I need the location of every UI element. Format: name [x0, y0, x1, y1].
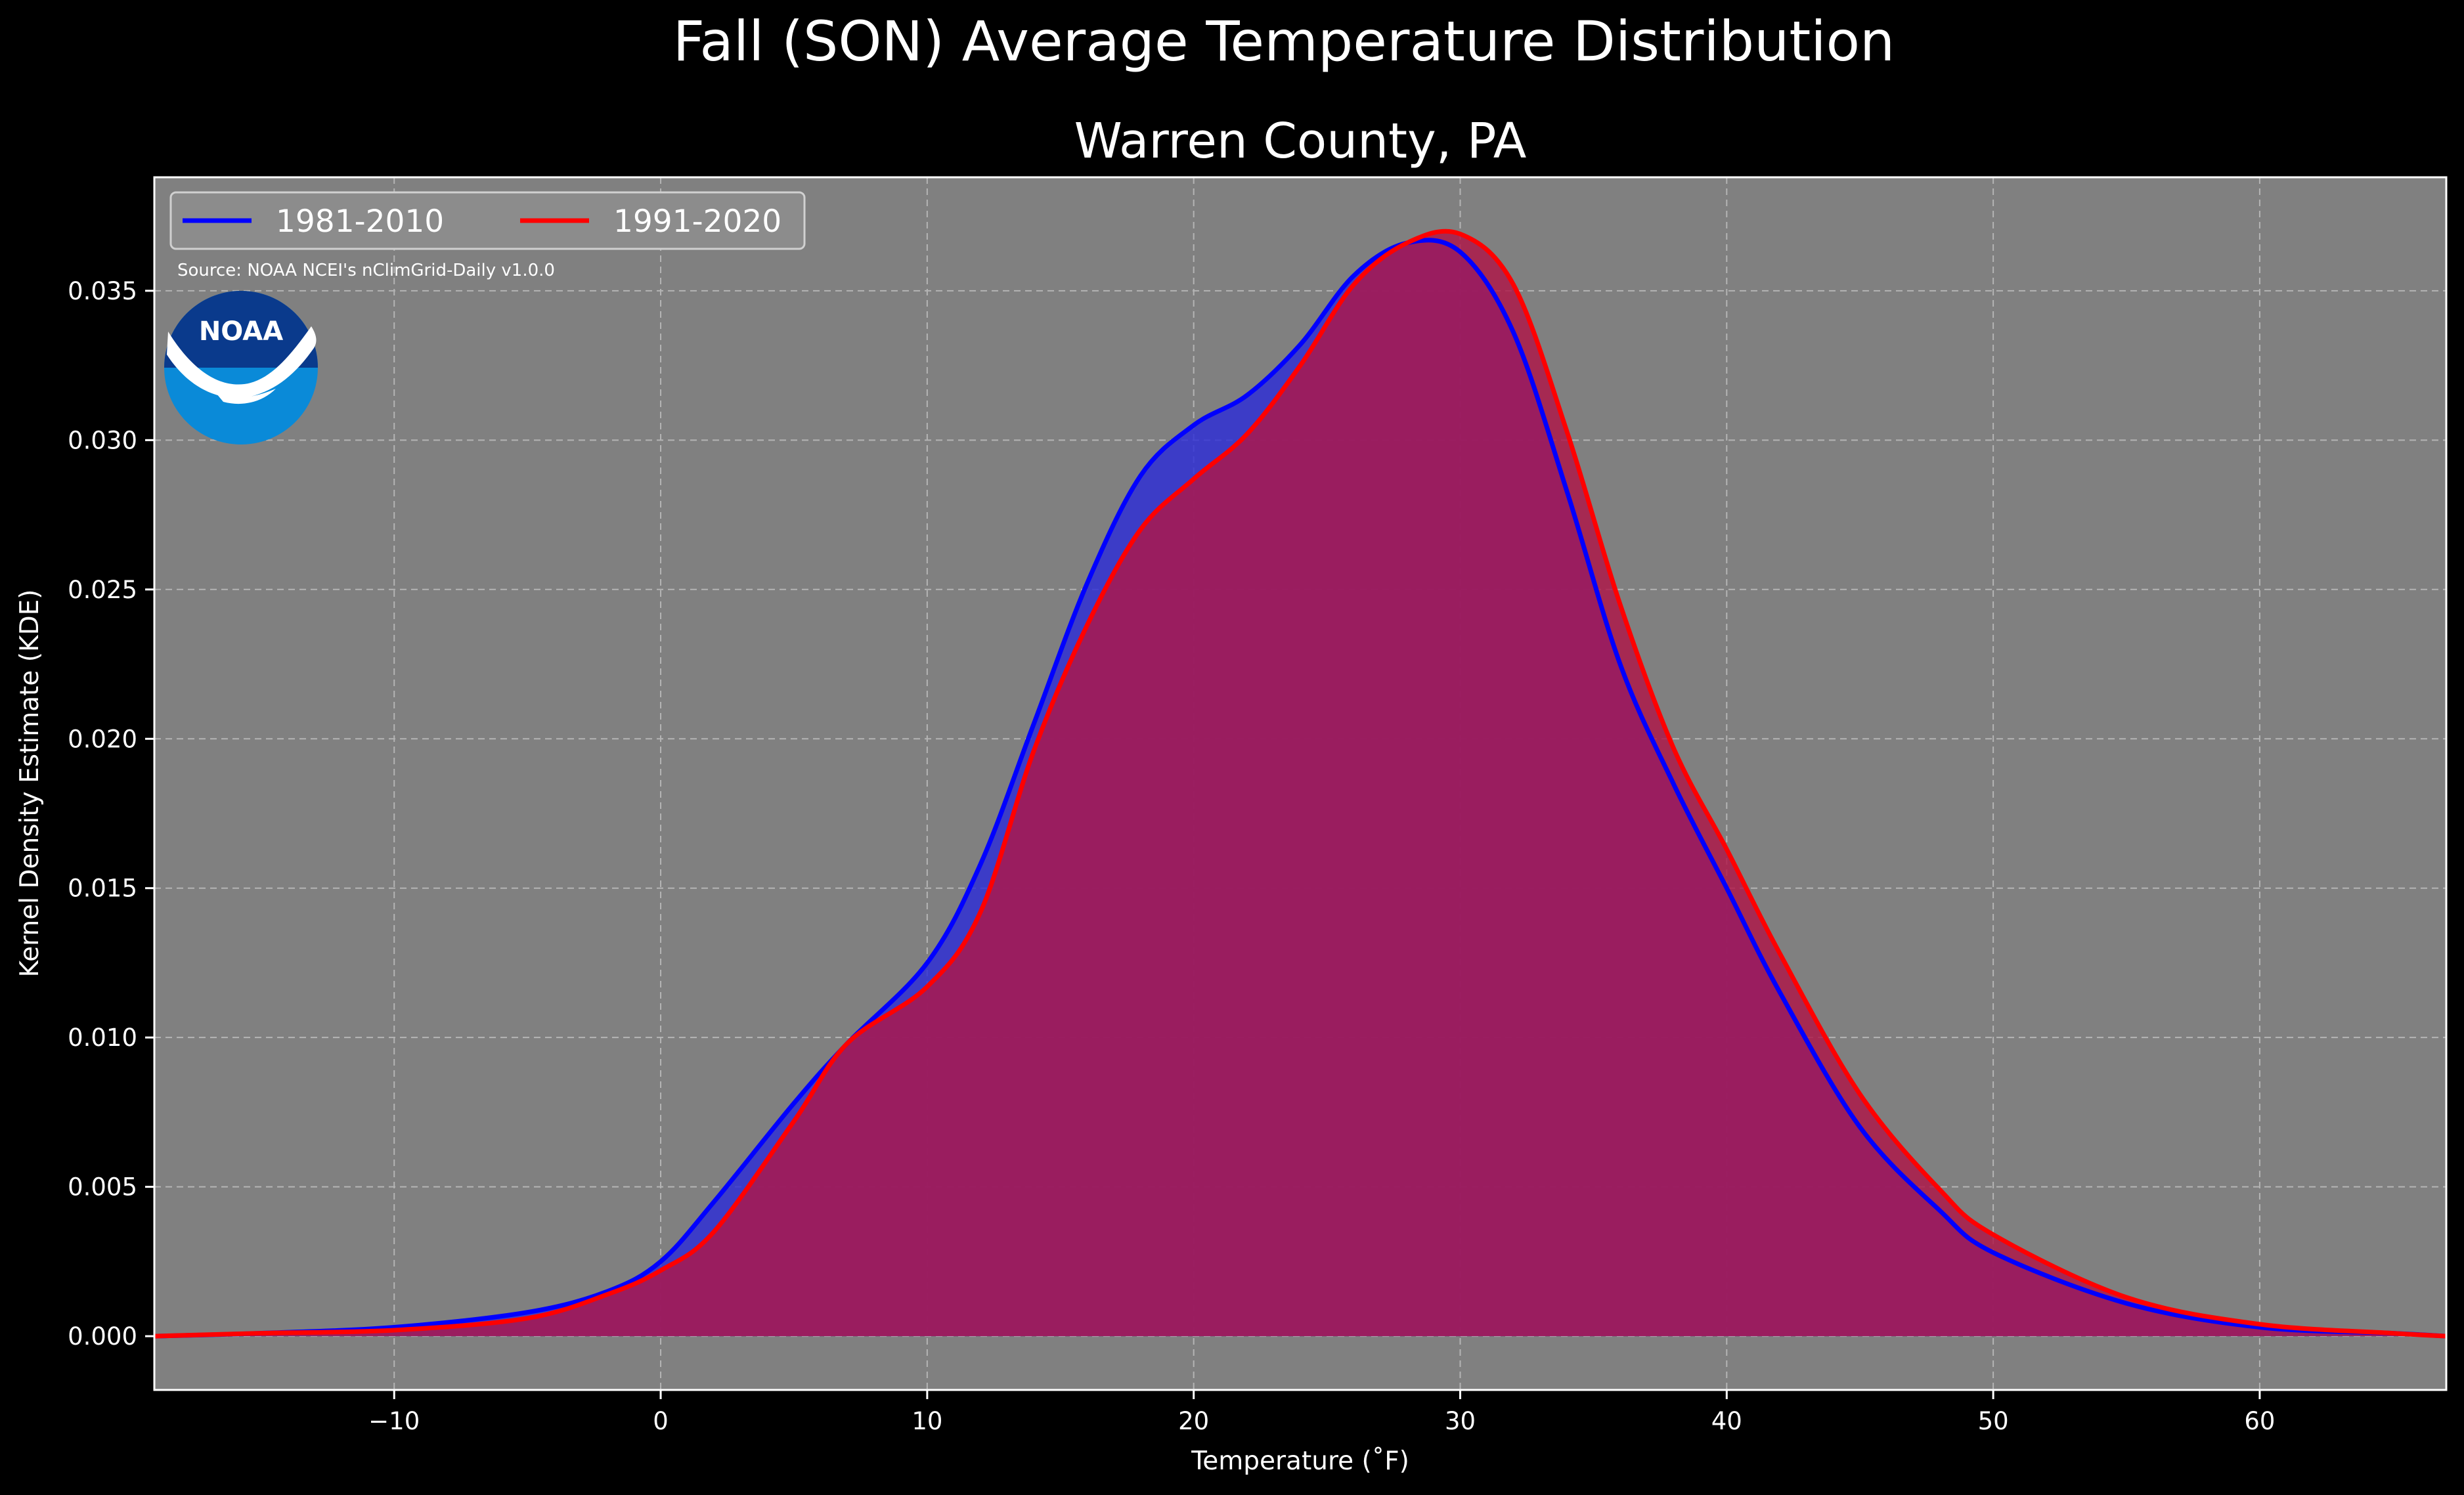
x-tick-label: 10 — [912, 1407, 942, 1435]
kde-lines — [154, 228, 2447, 1339]
y-tick-label: 0.025 — [68, 576, 137, 604]
kde-areas — [154, 231, 2446, 1337]
y-axis-label: Kernel Density Estimate (KDE) — [15, 590, 45, 978]
x-tick-label: 20 — [1178, 1407, 1209, 1435]
x-tick-label: 0 — [653, 1407, 669, 1435]
x-tick-label: 30 — [1445, 1407, 1476, 1435]
chart-suptitle: Fall (SON) Average Temperature Distribut… — [673, 9, 1895, 74]
y-tick-label: 0.015 — [68, 875, 137, 903]
kde-area-1991-2020 — [154, 231, 2446, 1337]
y-tick-label: 0.005 — [68, 1173, 137, 1202]
y-tick-label: 0.035 — [68, 277, 137, 305]
x-tick-label: −10 — [368, 1407, 420, 1435]
legend-label-1981-2010: 1981-2010 — [276, 204, 444, 240]
noaa-logo: NOAA — [164, 291, 318, 444]
kde-line-1991-2020 — [154, 228, 2447, 1339]
noaa-logo-text: NOAA — [199, 316, 283, 347]
x-axis-ticks: −10 0 10 20 30 40 50 60 — [368, 1390, 2275, 1435]
source-note: Source: NOAA NCEI's nClimGrid-Daily v1.0… — [177, 261, 555, 280]
kde-line-1981-2010 — [154, 238, 2447, 1339]
chart-title: Warren County, PA — [1074, 113, 1527, 169]
y-tick-label: 0.010 — [68, 1024, 137, 1052]
legend-label-1991-2020: 1991-2020 — [613, 204, 781, 240]
x-tick-label: 40 — [1711, 1407, 1742, 1435]
x-axis-label: Temperature (˚F) — [1191, 1446, 1409, 1476]
y-axis-ticks: 0.000 0.005 0.010 0.015 0.020 0.025 0.030 0.035 — [68, 277, 154, 1351]
legend-box — [169, 191, 806, 250]
plot-frame — [153, 176, 2448, 1391]
legend: 1981-2010 1991-2020 — [169, 191, 806, 250]
y-tick-label: 0.020 — [68, 725, 137, 753]
x-tick-label: 50 — [1978, 1407, 2009, 1435]
x-tick-label: 60 — [2244, 1407, 2275, 1435]
y-tick-label: 0.000 — [68, 1322, 137, 1351]
y-tick-label: 0.030 — [68, 426, 137, 454]
